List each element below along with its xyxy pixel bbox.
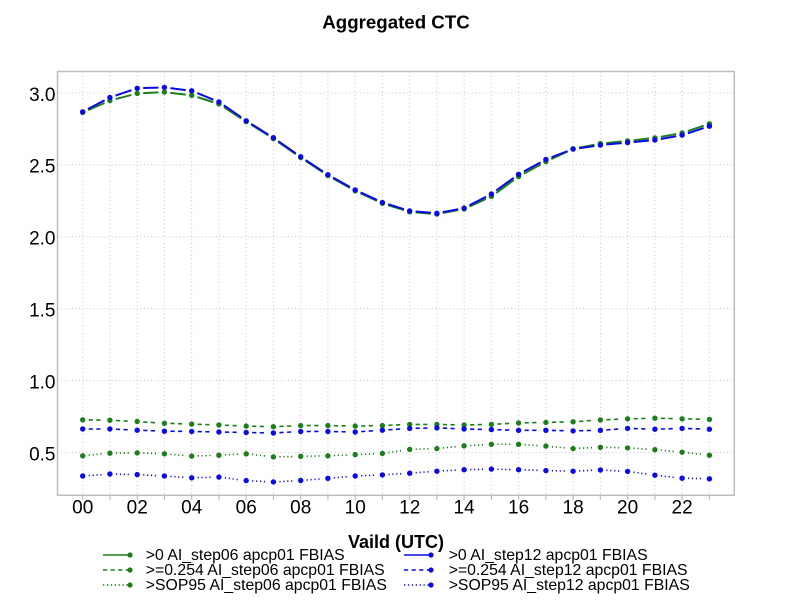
svg-text:1.5: 1.5 (29, 301, 55, 322)
svg-text:Aggregated CTC: Aggregated CTC (322, 12, 469, 33)
svg-text:12: 12 (399, 497, 420, 518)
svg-text:2.0: 2.0 (29, 229, 55, 250)
svg-text:16: 16 (508, 497, 529, 518)
svg-text:3.0: 3.0 (29, 85, 55, 106)
svg-text:1.0: 1.0 (29, 373, 55, 394)
svg-text:14: 14 (454, 497, 476, 518)
svg-text:08: 08 (290, 497, 311, 518)
svg-text:06: 06 (236, 497, 257, 518)
svg-text:>0 AI_step12 apcp01 FBIAS: >0 AI_step12 apcp01 FBIAS (449, 547, 648, 564)
svg-text:20: 20 (617, 497, 638, 518)
svg-text:00: 00 (72, 497, 93, 518)
svg-text:>0 AI_step06 apcp01 FBIAS: >0 AI_step06 apcp01 FBIAS (146, 547, 345, 564)
svg-text:04: 04 (181, 497, 203, 518)
svg-text:2.5: 2.5 (29, 157, 55, 178)
svg-text:>SOP95 AI_step12 apcp01 FBIAS: >SOP95 AI_step12 apcp01 FBIAS (449, 577, 690, 594)
svg-text:Vaild (UTC): Vaild (UTC) (348, 532, 444, 552)
svg-text:>SOP95 AI_step06 apcp01 FBIAS: >SOP95 AI_step06 apcp01 FBIAS (146, 577, 387, 594)
svg-text:>=0.254 AI_step12 apcp01 FBIAS: >=0.254 AI_step12 apcp01 FBIAS (449, 562, 688, 579)
svg-text:10: 10 (345, 497, 366, 518)
svg-text:>=0.254 AI_step06 apcp01 FBIAS: >=0.254 AI_step06 apcp01 FBIAS (146, 562, 385, 579)
svg-text:0.5: 0.5 (29, 444, 55, 465)
svg-text:18: 18 (563, 497, 584, 518)
svg-text:22: 22 (672, 497, 693, 518)
svg-text:02: 02 (127, 497, 148, 518)
